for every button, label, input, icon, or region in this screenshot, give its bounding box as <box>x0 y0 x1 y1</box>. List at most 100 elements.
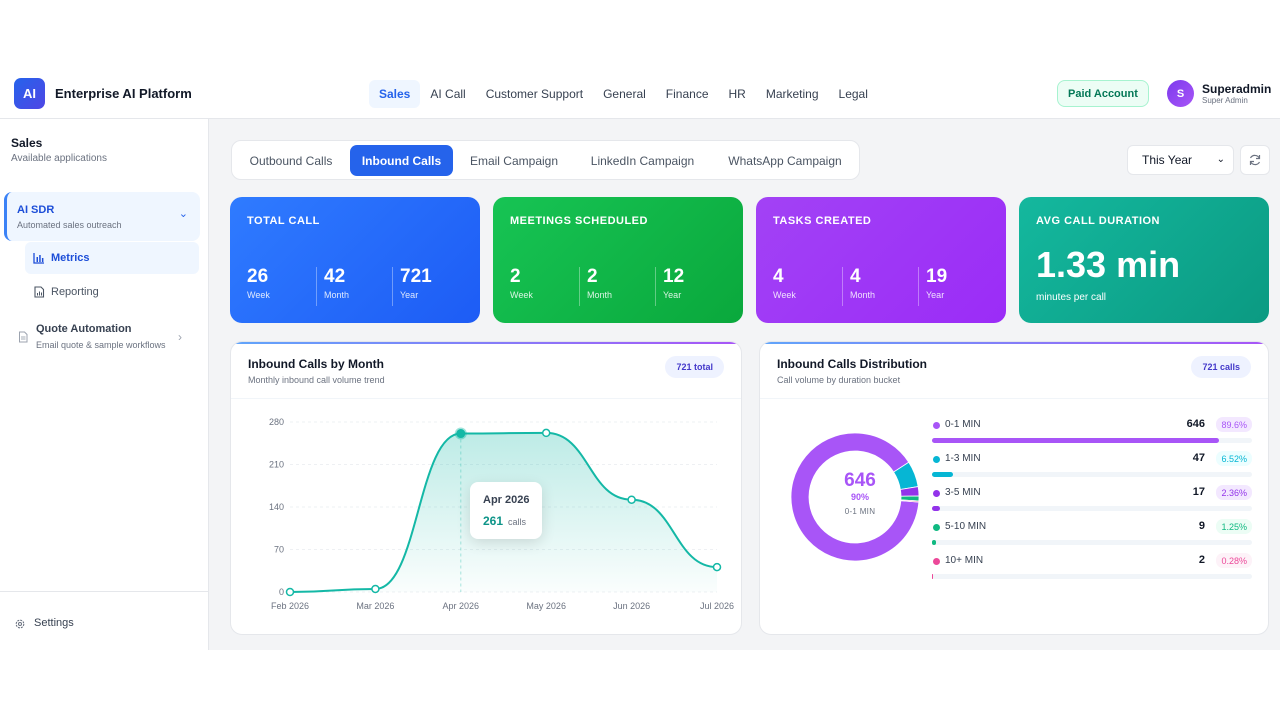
nav-legal[interactable]: Legal <box>838 87 868 101</box>
y-tick-label: 280 <box>269 417 284 427</box>
bucket-count: 9 <box>1198 520 1205 532</box>
chart-tooltip: Apr 2026 261 calls <box>470 482 542 539</box>
app-logo[interactable]: AI <box>14 78 45 109</box>
kpi-week: 26 Week <box>247 267 270 301</box>
user-name[interactable]: Superadmin <box>1202 82 1272 96</box>
distribution-row: 0-1 MIN 646 89.6% <box>932 417 1252 445</box>
x-tick-label: May 2026 <box>526 601 566 611</box>
kpi-divider <box>655 267 656 306</box>
x-tick-label: Apr 2026 <box>443 601 480 611</box>
sidebar-item-metrics[interactable]: Metrics <box>25 242 199 274</box>
sidebar-item-reporting[interactable] <box>25 276 199 308</box>
bucket-bar-track <box>932 438 1252 443</box>
sidebar-item-label: Metrics <box>51 252 90 264</box>
nav-general[interactable]: General <box>603 87 646 101</box>
channel-tabs: Outbound Calls Inbound Calls Email Campa… <box>231 140 860 180</box>
donut-chart[interactable] <box>770 412 940 582</box>
donut-center-value: 646 <box>844 470 876 491</box>
data-point[interactable] <box>371 584 380 594</box>
bucket-bar-track <box>932 472 1252 477</box>
sidebar-group-title: AI SDR <box>17 204 55 216</box>
tab-whatsapp-campaign[interactable]: WhatsApp Campaign <box>728 153 842 168</box>
bucket-bar-fill <box>932 438 1219 443</box>
distribution-row: 1-3 MIN 47 6.52% <box>932 451 1252 479</box>
distribution-row: 3-5 MIN 17 2.36% <box>932 485 1252 513</box>
data-point[interactable] <box>712 562 722 572</box>
nav-customer-support[interactable]: Customer Support <box>485 87 584 101</box>
donut-hole <box>809 451 901 543</box>
distribution-row: 10+ MIN 2 0.28% <box>932 553 1252 581</box>
sidebar-item-quote-subtitle: Email quote & sample workflows <box>36 340 166 350</box>
chevron-down-icon[interactable]: ⌄ <box>178 208 188 220</box>
y-tick-label: 210 <box>269 460 284 470</box>
total-pill: 721 calls <box>1191 356 1251 378</box>
kpi-card-tasks-created[interactable]: TASKS CREATED 4 Week 4 Month 19 Year <box>756 197 1006 323</box>
kpi-card-avg-call-duration[interactable]: AVG CALL DURATION 1.33 min minutes per c… <box>1019 197 1269 323</box>
kpi-divider <box>392 267 393 306</box>
panel-accent-line <box>231 342 741 344</box>
tab-inbound-calls[interactable]: Inbound Calls <box>350 145 453 176</box>
bucket-bar-fill <box>932 506 940 511</box>
data-point[interactable] <box>627 495 636 504</box>
kpi-week-label: Week <box>773 290 796 300</box>
bucket-percent-badge: 2.36% <box>1216 485 1252 500</box>
data-point[interactable] <box>285 587 295 597</box>
bucket-label: 10+ MIN <box>945 555 984 566</box>
sidebar-divider <box>0 591 209 592</box>
bucket-bar-track <box>932 506 1252 511</box>
user-avatar[interactable]: S <box>1167 80 1194 107</box>
bucket-label: 1-3 MIN <box>945 453 981 464</box>
y-tick-label: 140 <box>269 502 284 512</box>
refresh-button[interactable] <box>1240 145 1270 175</box>
kpi-month: 4 Month <box>850 266 875 301</box>
legend-dot <box>933 422 940 429</box>
x-tick-label: Feb 2026 <box>271 601 309 611</box>
period-select-value: This Year <box>1142 153 1193 167</box>
kpi-title: MEETINGS SCHEDULED <box>510 215 648 227</box>
period-select[interactable]: This Year ⌄ <box>1127 145 1234 175</box>
tab-linkedin-campaign[interactable]: LinkedIn Campaign <box>590 153 695 168</box>
document-icon <box>19 331 28 343</box>
donut-center-label: 0-1 MIN <box>844 507 876 516</box>
chevron-right-icon[interactable]: › <box>178 330 182 344</box>
donut-center-percent: 90% <box>850 492 869 502</box>
bucket-percent-badge: 1.25% <box>1216 519 1252 534</box>
data-point[interactable] <box>541 428 551 438</box>
bucket-count: 646 <box>1186 418 1205 430</box>
kpi-month: 42 Month <box>324 267 349 301</box>
kpi-title: TASKS CREATED <box>773 215 872 227</box>
nav-marketing[interactable]: Marketing <box>765 87 819 101</box>
nav-ai-call[interactable]: AI Call <box>430 87 466 101</box>
kpi-year-label: Year <box>926 290 945 300</box>
legend-dot <box>933 490 940 497</box>
panel-subtitle: Call volume by duration bucket <box>777 375 901 385</box>
sidebar-settings[interactable]: Settings <box>34 617 74 629</box>
bucket-bar-fill <box>932 574 933 579</box>
kpi-year: 19 Year <box>926 267 947 301</box>
kpi-month-value: 4 <box>850 266 861 287</box>
paid-account-badge[interactable]: Paid Account <box>1057 80 1149 107</box>
kpi-card-meetings-scheduled[interactable]: MEETINGS SCHEDULED 2 Week 2 Month 12 Year <box>493 197 743 323</box>
nav-finance[interactable]: Finance <box>665 87 709 101</box>
bucket-bar-track <box>932 574 1252 579</box>
kpi-big-subtitle: minutes per call <box>1036 292 1107 303</box>
kpi-year: 721 Year <box>400 267 432 301</box>
panel-inbound-calls-by-month: Inbound Calls by Month Monthly inbound c… <box>230 341 742 635</box>
top-header: AI Enterprise AI Platform Sales AI Call … <box>0 68 1280 119</box>
x-tick-label: Jun 2026 <box>613 601 650 611</box>
nav-hr[interactable]: HR <box>728 87 746 101</box>
tooltip-value: 261 <box>483 514 504 528</box>
sidebar-item-quote-automation[interactable]: Quote Automation <box>36 323 132 335</box>
sidebar-item-label[interactable]: Reporting <box>51 286 99 298</box>
tab-outbound-calls[interactable]: Outbound Calls <box>249 153 333 168</box>
data-point[interactable] <box>454 427 467 440</box>
sidebar-group-ai-sdr[interactable]: AI SDR Automated sales outreach ⌄ <box>4 192 200 241</box>
refresh-icon <box>1249 154 1261 166</box>
tab-email-campaign[interactable]: Email Campaign <box>469 153 559 168</box>
bucket-bar-track <box>932 540 1252 545</box>
kpi-card-total-call[interactable]: TOTAL CALL 26 Week 42 Month 721 Year <box>230 197 480 323</box>
brand-name: Enterprise AI Platform <box>55 86 192 101</box>
sidebar: Sales Available applications AI SDR Auto… <box>0 119 209 650</box>
kpi-big-value: 1.33 min <box>1036 244 1181 285</box>
nav-sales[interactable]: Sales <box>369 80 421 108</box>
